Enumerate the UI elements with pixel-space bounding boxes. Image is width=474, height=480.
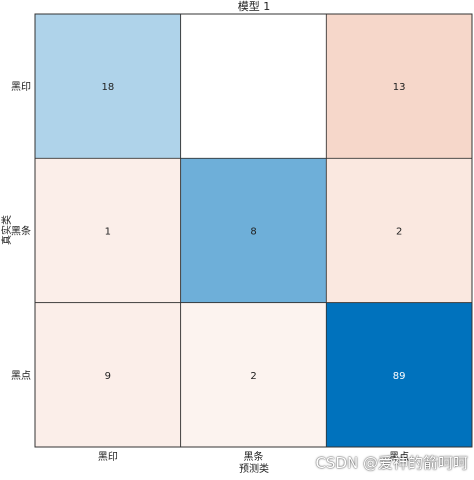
y-axis-label: 真实类 [0,215,13,245]
cell-2-0 [34,302,182,448]
cell-value-2-0: 9 [105,371,111,382]
chart-title: 模型 1 [238,0,271,13]
cell-value-1-1: 8 [250,227,256,238]
cell-0-1 [180,13,327,159]
cell-2-2 [325,302,473,448]
column-label-1: 黑条 [244,450,264,463]
x-axis-label: 预测类 [239,462,269,475]
row-label-2: 黑点 [11,370,31,382]
cell-value-0-0: 18 [101,82,114,93]
cell-value-0-2: 13 [393,82,406,93]
column-label-2: 黑点 [389,451,409,463]
cell-1-1 [180,157,327,304]
plot-frame [34,13,473,448]
cell-value-1-0: 1 [105,227,111,238]
heatmap-cell-labels: 18 131 8 29 2 89 [101,82,405,382]
row-label-1: 黑条 [11,225,31,238]
cell-1-2 [325,157,473,304]
row-label-0: 黑印 [11,81,31,93]
cell-2-1 [180,302,327,448]
heatmap-cells [34,13,473,448]
cell-value-2-1: 2 [250,371,256,382]
cell-1-0 [34,157,182,304]
watermark: CSDN @爱神的箭呵呵 [315,454,468,472]
column-tick-labels: 黑印 黑条 黑点 [98,450,409,463]
cell-value-1-2: 2 [396,227,402,238]
column-label-0: 黑印 [98,451,118,463]
cell-value-2-2: 89 [393,371,406,382]
